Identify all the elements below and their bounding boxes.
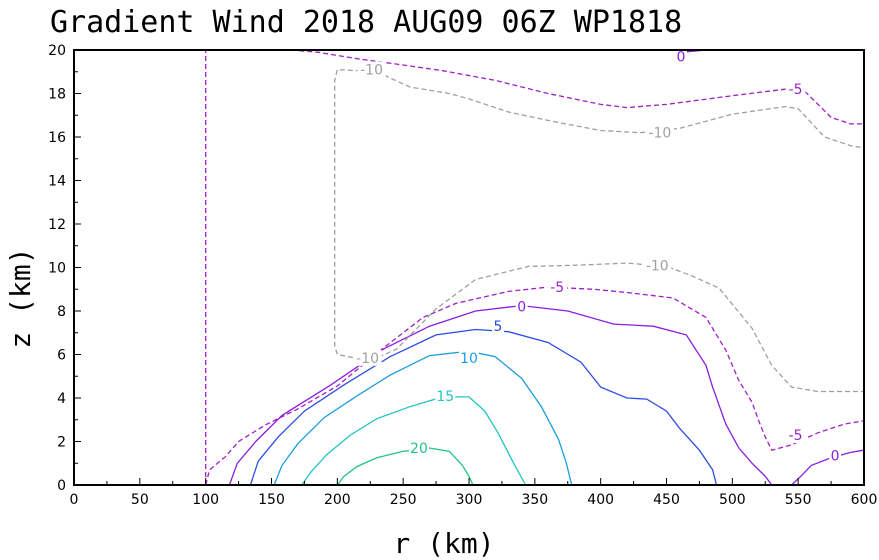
contour-label-bg-10-1: [353, 349, 382, 366]
contour-label-2-0: 10: [460, 351, 478, 367]
x-axis-ticks: 0 50 100 150 200 250 300 350 400 450 500 550 600: [70, 478, 878, 508]
x-tick-label-0: 0: [70, 492, 79, 508]
contour-label-bg-1-0: [435, 387, 456, 404]
contour-lines: [205, 49, 865, 486]
y-tick-label-8: 16: [48, 130, 66, 146]
contour-label-8-1: -5: [789, 428, 803, 444]
y-tick-label-7: 14: [48, 174, 66, 190]
plot-frame: [73, 49, 865, 486]
contour-label-10-2: -10: [646, 258, 669, 274]
contour-label-4-2: 0: [831, 449, 840, 465]
contour-label-4-1: 0: [677, 50, 686, 66]
contour-label-9-0: -5: [789, 82, 803, 98]
chart-title: Gradient Wind 2018 AUG09 06Z WP1818: [50, 5, 682, 40]
contour-label-bg-3-0: [491, 318, 504, 335]
contour-label-bg-10-2: [643, 257, 672, 274]
x-tick-label-10: 500: [719, 492, 746, 508]
contour-label-bg-0-0: [408, 440, 429, 457]
x-tick-label-5: 250: [390, 492, 417, 508]
contour-label-4-0: 0: [517, 300, 526, 316]
x-tick-label-12: 600: [851, 492, 878, 508]
contour-line-3: [249, 328, 718, 486]
contour-label-11-0: -10: [648, 126, 671, 142]
x-tick-label-6: 300: [456, 492, 483, 508]
contour-label-bg-9-0: [785, 81, 806, 98]
y-tick-label-3: 6: [57, 348, 66, 364]
contour-label-10-0: -10: [360, 63, 383, 79]
x-tick-label-11: 550: [785, 492, 812, 508]
contour-label-bg-4-1: [674, 48, 687, 65]
contour-line-8: [205, 286, 865, 486]
y-tick-label-6: 12: [48, 217, 66, 233]
x-tick-label-7: 350: [521, 492, 548, 508]
y-tick-label-1: 2: [57, 435, 66, 451]
y-tick-label-0: 0: [57, 478, 66, 494]
x-tick-label-4: 200: [324, 492, 351, 508]
x-tick-label-8: 400: [587, 492, 614, 508]
x-tick-label-9: 450: [653, 492, 680, 508]
contour-label-bg-11-0: [645, 124, 674, 141]
y-tick-label-10: 20: [48, 43, 66, 59]
contour-line-0: [336, 447, 474, 486]
contour-line-2: [273, 350, 573, 486]
contour-line-4: [228, 304, 773, 486]
contour-line-6: [791, 449, 865, 486]
x-axis-label: r (km): [393, 527, 494, 560]
y-tick-label-4: 8: [57, 304, 66, 320]
contour-line-11: [376, 71, 865, 149]
y-axis-ticks: 0 2 4 6 8 10 12 14 16 18 20: [48, 43, 81, 494]
y-tick-label-5: 10: [48, 261, 66, 277]
contour-label-3-0: 5: [494, 319, 503, 335]
contour-label-bg-8-0: [547, 279, 568, 296]
y-tick-label-2: 4: [57, 391, 66, 407]
x-tick-label-1: 50: [131, 492, 149, 508]
contour-label-bg-4-0: [515, 298, 528, 315]
y-axis-label: z (km): [4, 247, 37, 348]
contour-label-0-0: 20: [410, 441, 428, 457]
contour-label-1-0: 15: [436, 389, 454, 405]
y-tick-label-9: 18: [48, 87, 66, 103]
x-tick-label-3: 150: [258, 492, 285, 508]
contour-label-bg-2-0: [459, 349, 479, 366]
x-tick-label-2: 100: [192, 492, 219, 508]
contour-line-9: [291, 49, 864, 125]
contour-label-bg-8-1: [785, 426, 806, 443]
contour-label-bg-10-0: [357, 61, 386, 78]
contour-label-bg-4-2: [829, 447, 842, 464]
contour-line-1: [301, 396, 527, 486]
contour-label-8-0: -5: [550, 280, 564, 296]
contour-label-10-1: -10: [356, 351, 379, 367]
contour-line-10: [334, 68, 864, 393]
